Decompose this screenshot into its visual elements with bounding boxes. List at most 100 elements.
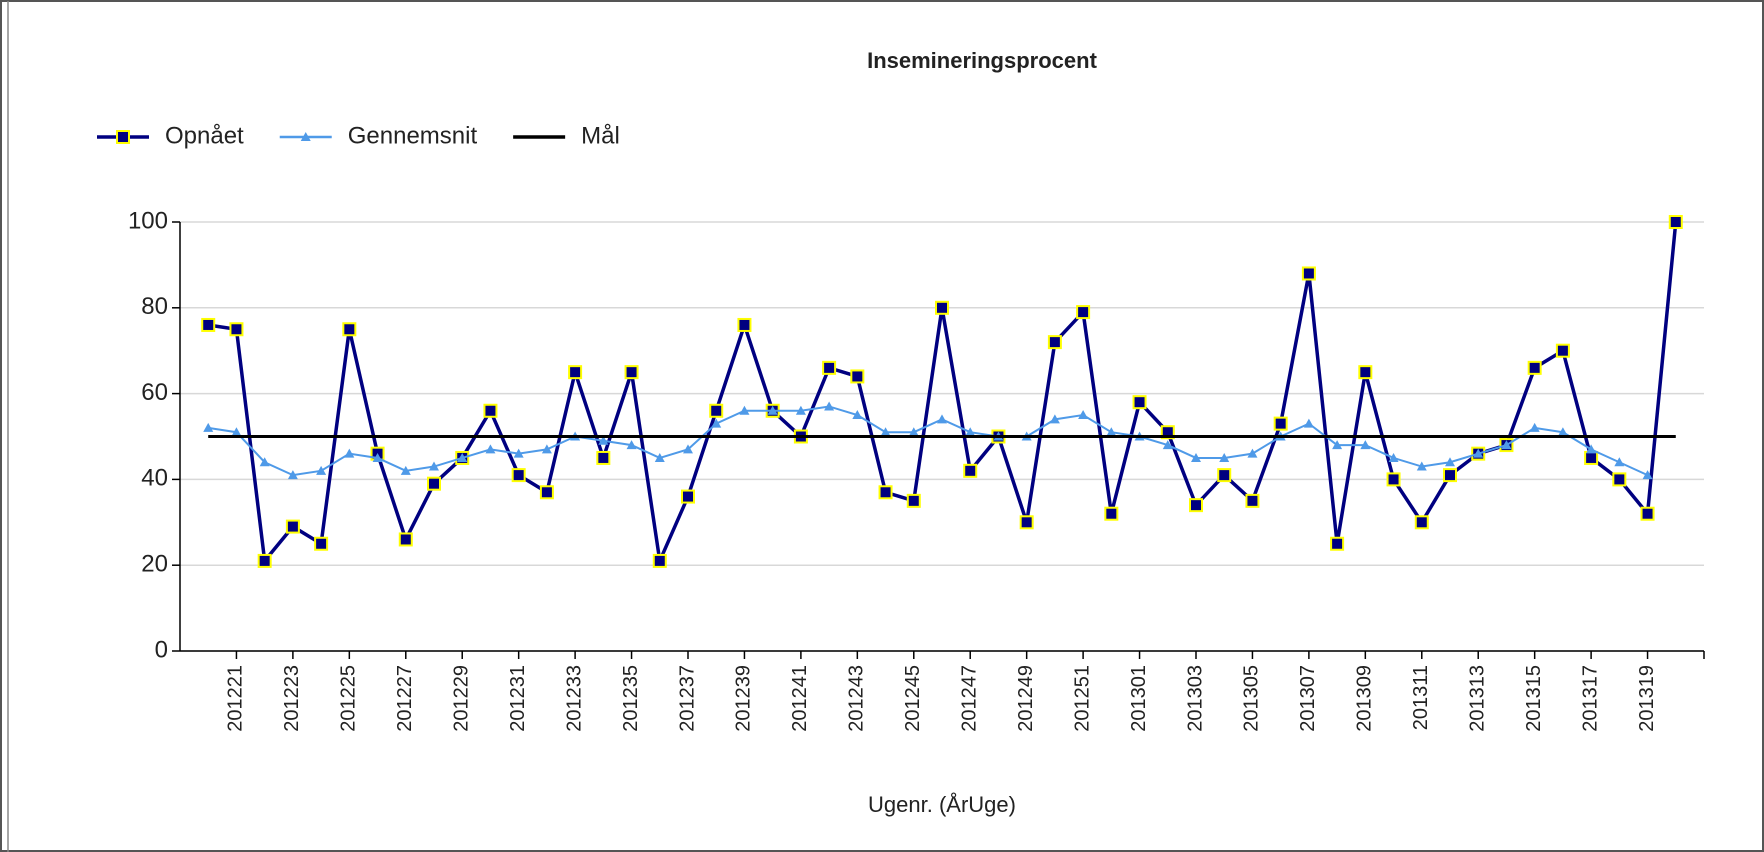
marker xyxy=(1501,440,1512,450)
x-tick-label: 201309 xyxy=(1354,665,1376,732)
x-tick-label: 201303 xyxy=(1184,665,1206,732)
marker xyxy=(1245,493,1260,508)
marker xyxy=(767,405,778,415)
x-tick-label: 201315 xyxy=(1523,665,1545,732)
marker xyxy=(1358,365,1373,380)
marker xyxy=(965,427,976,437)
x-tick-label: 201247 xyxy=(959,665,981,732)
marker xyxy=(626,440,637,450)
marker xyxy=(822,360,837,375)
marker xyxy=(1078,410,1089,420)
marker xyxy=(1640,506,1655,521)
x-tick-label: 201227 xyxy=(394,665,416,732)
x-tick-label: 201249 xyxy=(1015,665,1037,732)
marker xyxy=(1584,450,1599,465)
marker xyxy=(1217,468,1232,483)
marker xyxy=(711,418,722,428)
x-tick-label: 201243 xyxy=(846,665,868,732)
x-tick-label: 201239 xyxy=(733,665,755,732)
marker xyxy=(624,365,639,380)
marker xyxy=(539,485,554,500)
marker xyxy=(1247,448,1258,458)
marker xyxy=(737,317,752,332)
marker xyxy=(541,444,552,454)
marker xyxy=(485,444,496,454)
marker xyxy=(1668,215,1683,229)
x-tick-label: 201317 xyxy=(1579,665,1601,732)
marker xyxy=(314,536,329,551)
marker xyxy=(1473,448,1484,458)
marker xyxy=(709,403,724,418)
marker xyxy=(1301,266,1316,281)
y-tick-label: 80 xyxy=(141,293,168,320)
marker xyxy=(1076,305,1091,320)
marker xyxy=(739,405,750,415)
marker xyxy=(1388,452,1399,462)
marker xyxy=(427,476,441,491)
marker xyxy=(1360,440,1371,450)
marker xyxy=(1386,472,1401,487)
x-tick-label: 201311 xyxy=(1410,665,1432,730)
marker xyxy=(1529,422,1540,432)
marker xyxy=(1106,427,1117,437)
marker xyxy=(652,553,667,568)
marker xyxy=(596,450,611,465)
marker xyxy=(483,403,498,418)
marker xyxy=(342,322,357,337)
y-tick-label: 100 xyxy=(128,207,168,234)
marker xyxy=(654,452,665,462)
marker xyxy=(908,427,919,437)
marker xyxy=(1189,498,1203,513)
x-tick-label: 201307 xyxy=(1297,665,1319,732)
marker xyxy=(598,435,609,445)
marker xyxy=(878,485,893,500)
marker xyxy=(935,300,949,315)
marker xyxy=(1191,452,1201,462)
marker xyxy=(316,465,327,475)
marker xyxy=(1527,360,1542,375)
marker xyxy=(429,461,439,471)
marker xyxy=(1614,457,1625,467)
marker xyxy=(259,457,270,467)
legend-marker xyxy=(300,132,311,141)
marker xyxy=(511,468,526,483)
marker xyxy=(681,489,695,504)
marker xyxy=(1219,452,1230,462)
marker xyxy=(824,401,835,411)
x-tick-label: 201231 xyxy=(507,665,529,732)
marker xyxy=(398,532,413,547)
x-tick-label: 201251 xyxy=(1071,665,1093,732)
marker xyxy=(1303,418,1314,428)
legend-label: Opnået xyxy=(165,122,244,149)
marker xyxy=(457,452,468,462)
marker xyxy=(203,422,214,432)
x-tick-label: 201305 xyxy=(1241,665,1263,732)
marker xyxy=(513,448,524,458)
x-tick-label: 201237 xyxy=(676,665,698,732)
x-tick-label: 201221 xyxy=(225,665,247,732)
x-tick-label: 201245 xyxy=(902,665,924,732)
marker xyxy=(201,317,216,332)
marker xyxy=(1416,461,1427,471)
chart-title: Insemineringsprocent xyxy=(867,48,1098,73)
marker xyxy=(285,519,300,534)
marker xyxy=(231,427,242,437)
marker xyxy=(568,365,583,380)
x-tick-label: 201225 xyxy=(338,665,360,732)
marker xyxy=(1555,343,1570,358)
marker xyxy=(795,405,806,415)
marker xyxy=(906,493,921,508)
legend-label: Gennemsnit xyxy=(348,122,478,149)
y-tick-label: 20 xyxy=(141,551,168,578)
x-tick-label: 201223 xyxy=(281,665,303,732)
x-axis-title: Ugenr. (ÅrUge) xyxy=(868,792,1016,817)
marker xyxy=(1414,515,1429,530)
marker xyxy=(1162,440,1173,450)
x-tick-label: 201229 xyxy=(451,665,473,732)
marker xyxy=(937,414,947,424)
x-tick-label: 201233 xyxy=(563,665,585,732)
marker xyxy=(1612,472,1627,487)
marker xyxy=(287,470,298,480)
x-tick-label: 201301 xyxy=(1128,665,1150,732)
